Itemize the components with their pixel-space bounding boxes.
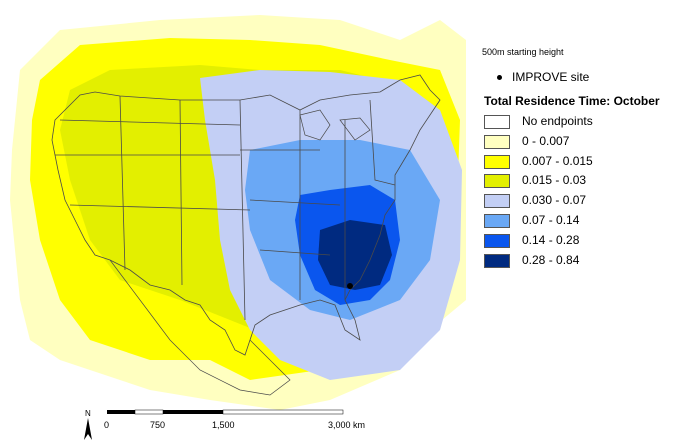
legend-bin-label-2: 0.007 - 0.015 <box>522 153 593 168</box>
scale-tick-0: 0 <box>104 420 109 430</box>
scale-bar: 0 750 1,500 3,000 km <box>104 409 365 430</box>
legend-swatch-6 <box>484 233 510 248</box>
site-legend-dot <box>497 75 502 80</box>
legend-swatch-0 <box>484 115 510 129</box>
legend-swatch-4 <box>484 194 510 209</box>
legend-bin-label-5: 0.07 - 0.14 <box>522 213 580 227</box>
great-lakes <box>299 109 371 141</box>
land-outline <box>51 74 441 356</box>
legend-bin-label-1: 0 - 0.007 <box>522 133 570 148</box>
starting-height-note: 500m starting height <box>482 47 564 57</box>
legend-bin-label-7: 0.28 - 0.84 <box>522 252 580 267</box>
legend-bin-label-0: No endpoints <box>522 114 593 128</box>
legend-bin-label-3: 0.015 - 0.03 <box>522 173 587 188</box>
site-legend-label: IMPROVE site <box>512 70 590 84</box>
legend-swatch-1 <box>484 134 510 149</box>
scale-tick-3000: 3,000 km <box>328 420 365 430</box>
legend-swatch-2 <box>484 154 510 169</box>
scale-tick-750: 750 <box>150 420 165 430</box>
legend-bin-label-6: 0.14 - 0.28 <box>522 232 580 247</box>
legend-swatch-5 <box>484 214 510 228</box>
legend-swatch-7 <box>484 253 510 268</box>
residence-time-map: N 0 750 1,500 3,000 km <box>10 15 466 440</box>
residence-zone-0.28-0.84 <box>318 220 392 290</box>
map-legend: 500m starting height IMPROVE site Total … <box>470 0 684 300</box>
scale-tick-1500: 1,500 <box>212 420 235 430</box>
legend-title: Total Residence Time: October <box>484 94 660 108</box>
north-arrow-label: N <box>85 409 91 418</box>
improve-site-marker <box>347 283 353 289</box>
mexico-outline <box>109 259 291 396</box>
north-arrow: N <box>84 409 92 440</box>
legend-bin-label-4: 0.030 - 0.07 <box>522 193 587 208</box>
legend-swatch-3 <box>484 174 510 189</box>
